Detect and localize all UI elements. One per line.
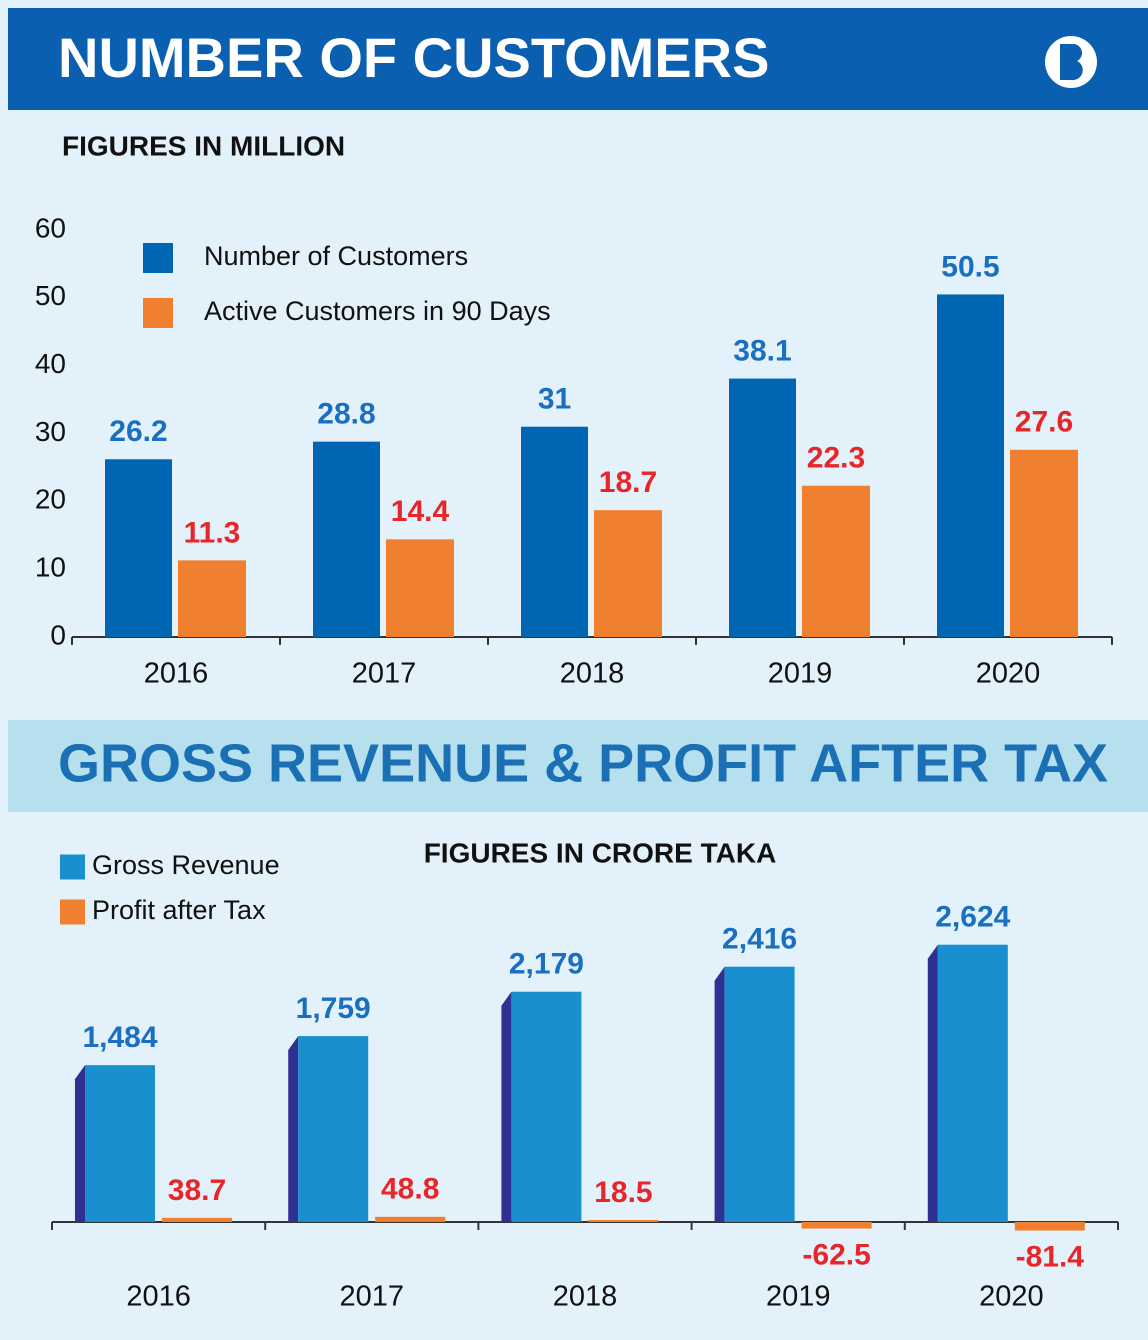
x-tick-label: 2020 xyxy=(979,1281,1044,1313)
bar xyxy=(802,485,870,637)
data-label: 26.2 xyxy=(109,415,167,448)
data-label: 50.5 xyxy=(941,250,999,283)
bar xyxy=(313,441,380,637)
y-tick-label: 50 xyxy=(35,280,66,311)
x-tick-label: 2016 xyxy=(144,658,209,690)
data-label: 18.5 xyxy=(594,1176,652,1209)
legend-swatch xyxy=(60,854,85,880)
x-tick-label: 2018 xyxy=(560,658,625,690)
legend-swatch xyxy=(143,243,173,273)
x-tick-label: 2019 xyxy=(766,1281,831,1313)
bar-side xyxy=(75,1065,85,1222)
chart-title: GROSS REVENUE & PROFIT AFTER TAX xyxy=(58,733,1108,793)
bar xyxy=(937,294,1004,637)
y-tick-label: 20 xyxy=(35,484,66,515)
header-band xyxy=(8,8,1148,110)
y-tick-label: 0 xyxy=(50,619,66,650)
legend-swatch xyxy=(143,298,173,328)
data-label: 28.8 xyxy=(317,398,375,431)
y-tick-label: 40 xyxy=(35,348,66,379)
x-tick-label: 2016 xyxy=(126,1281,191,1313)
data-label: 11.3 xyxy=(184,516,241,549)
legend-label: Profit after Tax xyxy=(92,895,266,925)
chart-title: NUMBER OF CUSTOMERS xyxy=(58,26,769,89)
legend-swatch xyxy=(60,899,85,925)
data-label: 27.6 xyxy=(1015,406,1073,439)
data-label: 31 xyxy=(538,383,571,416)
bar xyxy=(1014,1221,1085,1231)
logo-mark xyxy=(1060,44,1083,80)
legend-label: Gross Revenue xyxy=(92,850,280,880)
data-label: 1,484 xyxy=(82,1021,157,1054)
x-tick-label: 2018 xyxy=(553,1281,618,1313)
data-label: 18.7 xyxy=(599,466,657,499)
bar xyxy=(178,560,246,637)
data-label: -62.5 xyxy=(802,1238,870,1271)
header-band xyxy=(8,720,1148,812)
chart-subtitle: FIGURES IN MILLION xyxy=(62,130,345,161)
bar-side xyxy=(288,1036,299,1222)
data-label: 14.4 xyxy=(391,495,450,528)
legend-label: Active Customers in 90 Days xyxy=(204,296,551,326)
bar xyxy=(386,539,454,637)
bar xyxy=(1010,449,1078,637)
bar xyxy=(375,1216,446,1222)
x-tick-label: 2020 xyxy=(976,658,1041,690)
y-tick-label: 60 xyxy=(35,212,66,243)
bar xyxy=(162,1217,232,1222)
bar-side xyxy=(714,966,725,1222)
data-label: 2,624 xyxy=(935,901,1010,934)
bar xyxy=(588,1219,659,1222)
data-label: 2,416 xyxy=(722,923,797,956)
x-tick-label: 2019 xyxy=(768,658,833,690)
chart-subtitle: FIGURES IN CRORE TAKA xyxy=(424,837,777,868)
data-label: 38.7 xyxy=(168,1174,226,1207)
x-tick-label: 2017 xyxy=(340,1281,405,1313)
bar xyxy=(521,426,588,637)
bar xyxy=(729,378,796,637)
bar xyxy=(85,1065,155,1222)
bar xyxy=(937,944,1008,1222)
data-label: -81.4 xyxy=(1016,1240,1085,1273)
bar-side xyxy=(927,944,938,1222)
y-tick-label: 30 xyxy=(35,416,66,447)
data-label: 38.1 xyxy=(733,334,791,367)
x-tick-label: 2017 xyxy=(352,658,417,690)
data-label: 22.3 xyxy=(807,442,865,475)
data-label: 48.8 xyxy=(381,1173,439,1206)
bar xyxy=(594,510,662,637)
bar xyxy=(298,1036,369,1222)
bar xyxy=(801,1221,872,1229)
bar xyxy=(511,991,582,1222)
legend-label: Number of Customers xyxy=(204,241,468,271)
data-label: 1,759 xyxy=(296,992,371,1025)
bar xyxy=(724,966,795,1222)
bar-side xyxy=(501,991,512,1222)
y-tick-label: 10 xyxy=(35,552,66,583)
data-label: 2,179 xyxy=(509,948,584,981)
bar xyxy=(105,459,172,637)
